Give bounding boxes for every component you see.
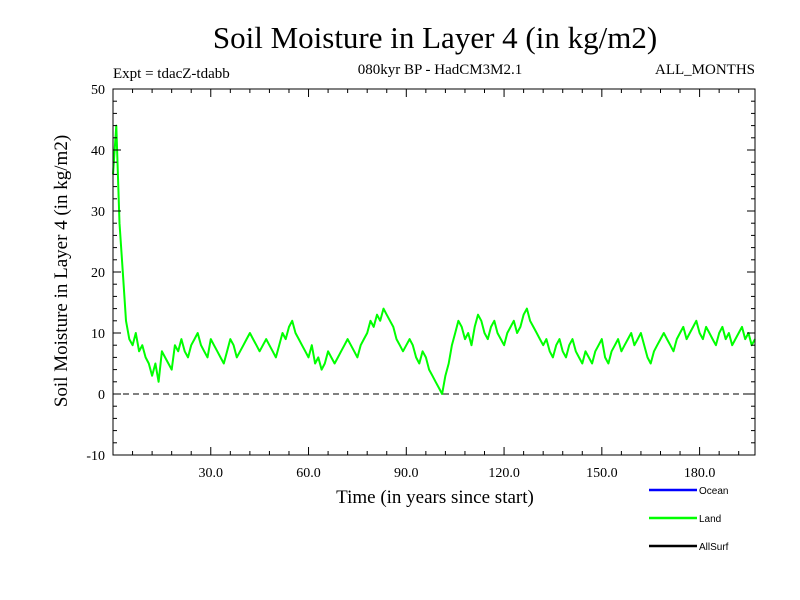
legend-label-land: Land [699, 514, 721, 525]
months-label: ALL_MONTHS [655, 62, 755, 78]
legend-label-allsurf: AllSurf [699, 542, 729, 553]
legend: Ocean Land AllSurf [649, 486, 729, 553]
x-tick-label: 120.0 [488, 466, 520, 481]
y-tick-label: 0 [98, 388, 105, 403]
chart-title: Soil Moisture in Layer 4 (in kg/m2) [213, 20, 657, 55]
x-axis-label: Time (in years since start) [336, 487, 534, 508]
plot-area [112, 88, 756, 456]
x-tick-label: 90.0 [394, 466, 419, 481]
series-line-land [112, 124, 756, 395]
legend-label-ocean: Ocean [699, 486, 728, 497]
experiment-label: Expt = tdacZ-tdabb [113, 66, 230, 82]
x-tick-label: 150.0 [586, 466, 618, 481]
x-tick-label: 60.0 [296, 466, 321, 481]
y-tick-label: 10 [91, 327, 105, 342]
y-tick-label: 20 [91, 266, 105, 281]
axis-ticks: -10 0 10 20 30 40 50 30.0 60.0 90.0 120.0 150.0 180.… [86, 83, 755, 481]
y-tick-label: 50 [91, 83, 105, 98]
x-tick-label: 30.0 [199, 466, 224, 481]
y-tick-label: 30 [91, 205, 105, 220]
x-tick-label: 180.0 [684, 466, 716, 481]
y-axis-label: Soil Moisture in Layer 4 (in kg/m2) [51, 135, 72, 407]
period-model-label: 080kyr BP - HadCM3M2.1 [358, 62, 522, 78]
plot-frame [112, 88, 756, 456]
y-tick-label: 40 [91, 144, 105, 159]
y-tick-label: -10 [86, 449, 105, 464]
